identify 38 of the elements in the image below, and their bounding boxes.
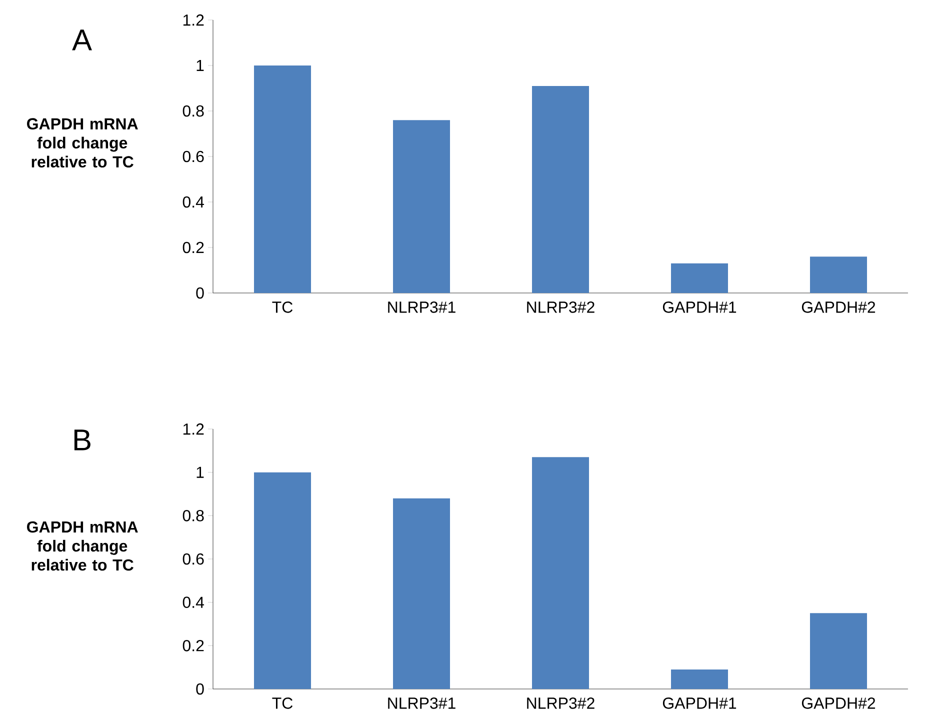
x-tick-label: GAPDH#2 [802,698,876,709]
y-tick-label: 0.6 [182,553,204,565]
bar [671,669,728,689]
bar [254,65,312,293]
y-tick-label: 0 [196,683,204,695]
y-tick-label: 0 [196,287,204,299]
x-tick-label: NLRP3#2 [527,698,594,709]
y-axis-title: GAPDH mRNA fold change relative to TC [27,521,138,571]
x-tick-label: GAPDH#1 [662,302,736,313]
y-tick-label: 0.8 [182,510,204,522]
bar [810,613,868,689]
x-tick-label: NLRP3#1 [388,698,456,709]
y-tick-label: 1.2 [183,423,204,435]
x-tick-label: GAPDH#1 [662,698,736,709]
y-tick-label: 0.2 [182,242,204,254]
y-tick-label: 1.2 [183,14,204,26]
bar [393,120,450,293]
y-tick-label: 0.6 [182,150,204,162]
bar [254,472,312,689]
y-tick-label: 1 [196,466,204,478]
y-tick-label: 0.8 [182,105,204,117]
bar [532,457,590,689]
x-tick-label: GAPDH#2 [802,302,876,313]
text: B [74,430,90,450]
y-axis-title: GAPDH mRNA fold change relative to TC [27,118,138,168]
y-tick-label: 0.2 [182,640,204,652]
y-tick-label: 0.4 [182,596,204,608]
text: A [72,30,92,50]
bar [810,256,868,293]
bar [393,498,450,689]
y-tick-label: 1 [196,60,204,71]
bar [532,86,590,293]
y-tick-label: 0.4 [182,196,204,208]
x-tick-label: NLRP3#1 [388,302,456,313]
bar [671,263,728,293]
x-tick-label: TC [272,302,293,313]
x-tick-label: NLRP3#2 [527,302,594,313]
x-tick-label: TC [272,698,293,709]
